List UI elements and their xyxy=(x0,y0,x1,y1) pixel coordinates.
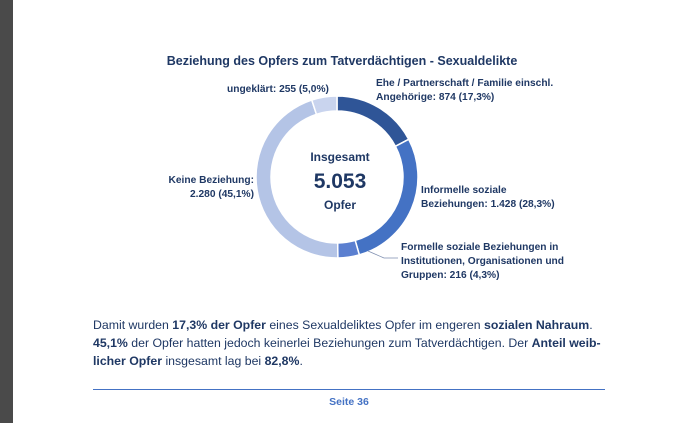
chart-title: Beziehung des Opfers zum Tatverdächtigen… xyxy=(166,54,518,68)
para-bold-3: 45,1% xyxy=(93,336,128,350)
para-text-6: . xyxy=(299,354,303,368)
slice-label-none-line1: Keine Beziehung: xyxy=(168,175,254,186)
slice-label-formal-line1: Formelle soziale Beziehungen in xyxy=(401,242,559,253)
slice-label-formal-line3: Gruppen: 216 (4,3%) xyxy=(401,270,500,281)
slice-label-none-line2: 2.280 (45,1%) xyxy=(190,189,254,200)
slice-label-none: Keine Beziehung: 2.280 (45,1%) xyxy=(150,174,254,202)
para-bold-1: 17,3% der Opfer xyxy=(172,318,266,332)
donut-center-label: Insgesamt 5.053 Opfer xyxy=(280,150,400,212)
slice-label-unknown: ungeklärt: 255 (5,0%) xyxy=(227,83,329,97)
para-text-3: . xyxy=(589,318,593,332)
summary-paragraph: Damit wurden 17,3% der Opfer eines Sexua… xyxy=(93,316,613,370)
para-text-2: eines Sexualdeliktes Opfer im engeren xyxy=(265,318,484,332)
slice-label-family: Ehe / Partnerschaft / Familie einschl. A… xyxy=(376,77,553,105)
slice-label-formal-line2: Institutionen, Organisationen und xyxy=(401,256,564,267)
para-bold-4: Anteil weib- xyxy=(531,336,601,350)
para-bold-6: 82,8% xyxy=(264,354,300,368)
para-text-5: insgesamt lag bei xyxy=(162,354,265,368)
slice-label-informal-line2: Beziehungen: 1.428 (28,3%) xyxy=(421,199,555,210)
center-total-value: 5.053 xyxy=(313,170,367,193)
para-text-4: der Opfer hatten jedoch keinerlei Bezieh… xyxy=(127,336,532,350)
slice-label-formal: Formelle soziale Beziehungen in Institut… xyxy=(401,241,564,283)
center-total-unit: Opfer xyxy=(323,198,356,212)
para-bold-2: sozialen Nahraum xyxy=(483,318,590,332)
slice-label-informal: Informelle soziale Beziehungen: 1.428 (2… xyxy=(421,184,555,212)
left-edge-bar xyxy=(0,0,13,423)
center-total-label: Insgesamt xyxy=(310,150,370,164)
leader-line-formal xyxy=(367,250,398,259)
footer-divider xyxy=(93,389,605,390)
slice-label-unknown-line1: ungeklärt: 255 (5,0%) xyxy=(227,84,329,95)
para-bold-5: licher Opfer xyxy=(93,354,163,368)
slice-label-family-line1: Ehe / Partnerschaft / Familie einschl. xyxy=(376,78,554,89)
slice-label-informal-line1: Informelle soziale xyxy=(421,185,507,196)
donut-slice-unknown xyxy=(310,95,338,116)
para-text-1: Damit wurden xyxy=(93,318,173,332)
slice-label-family-line2: Angehörige: 874 (17,3%) xyxy=(376,92,495,103)
donut-slice-formal xyxy=(336,239,361,259)
page-number: Seite 36 xyxy=(329,396,369,408)
